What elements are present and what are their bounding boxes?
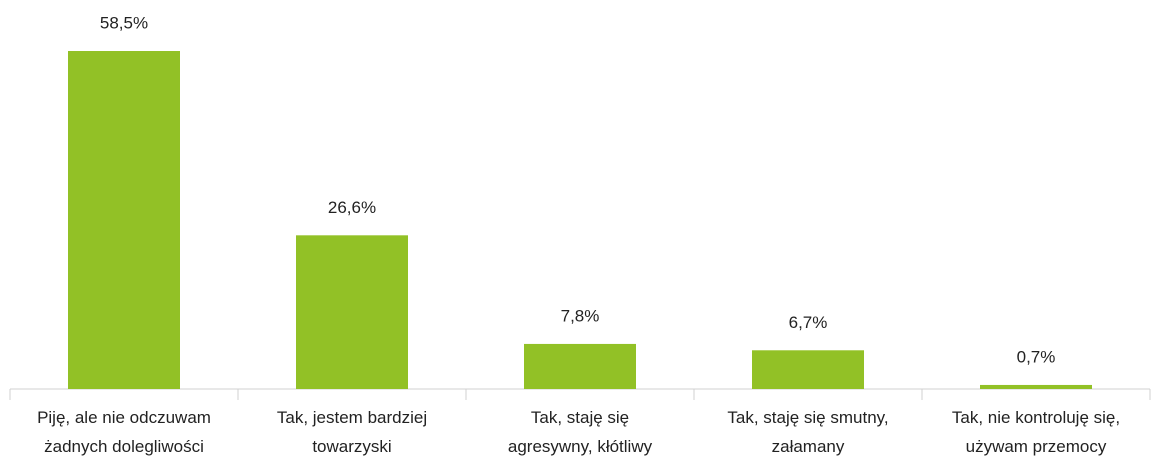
bar	[752, 350, 864, 389]
data-label: 58,5%	[100, 13, 148, 32]
data-label: 7,8%	[561, 306, 600, 325]
bar	[296, 235, 408, 389]
bar	[980, 384, 1092, 389]
data-label: 26,6%	[328, 198, 376, 217]
x-tick-label: Tak, staję się smutny, załamany	[727, 408, 889, 456]
x-tick-label: Tak, jestem bardziej towarzyski	[276, 408, 428, 456]
x-tick-label: Tak, nie kontroluję się, używam przemocy	[951, 408, 1121, 456]
data-label: 0,7%	[1017, 347, 1056, 366]
data-label: 6,7%	[789, 313, 828, 332]
x-tick-label: Piję, ale nie odczuwam żadnych dolegliwo…	[37, 408, 211, 456]
x-tick-label: Tak, staję się agresywny, kłótliwy	[507, 408, 653, 456]
bar	[524, 343, 636, 389]
bar	[68, 51, 180, 389]
